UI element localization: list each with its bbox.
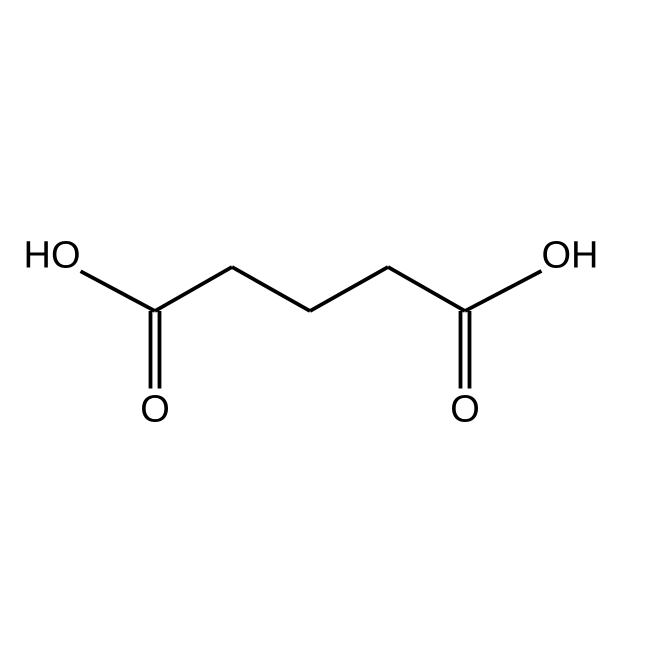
bond-layer xyxy=(0,0,650,650)
atom-label-ho_right: OH xyxy=(542,235,599,278)
atom-label-o1_dbl: O xyxy=(140,389,170,432)
atom-label-ho_left: HO xyxy=(24,235,81,278)
molecule-canvas: HO O O OH xyxy=(0,0,650,650)
atom-label-o5_dbl: O xyxy=(450,389,480,432)
